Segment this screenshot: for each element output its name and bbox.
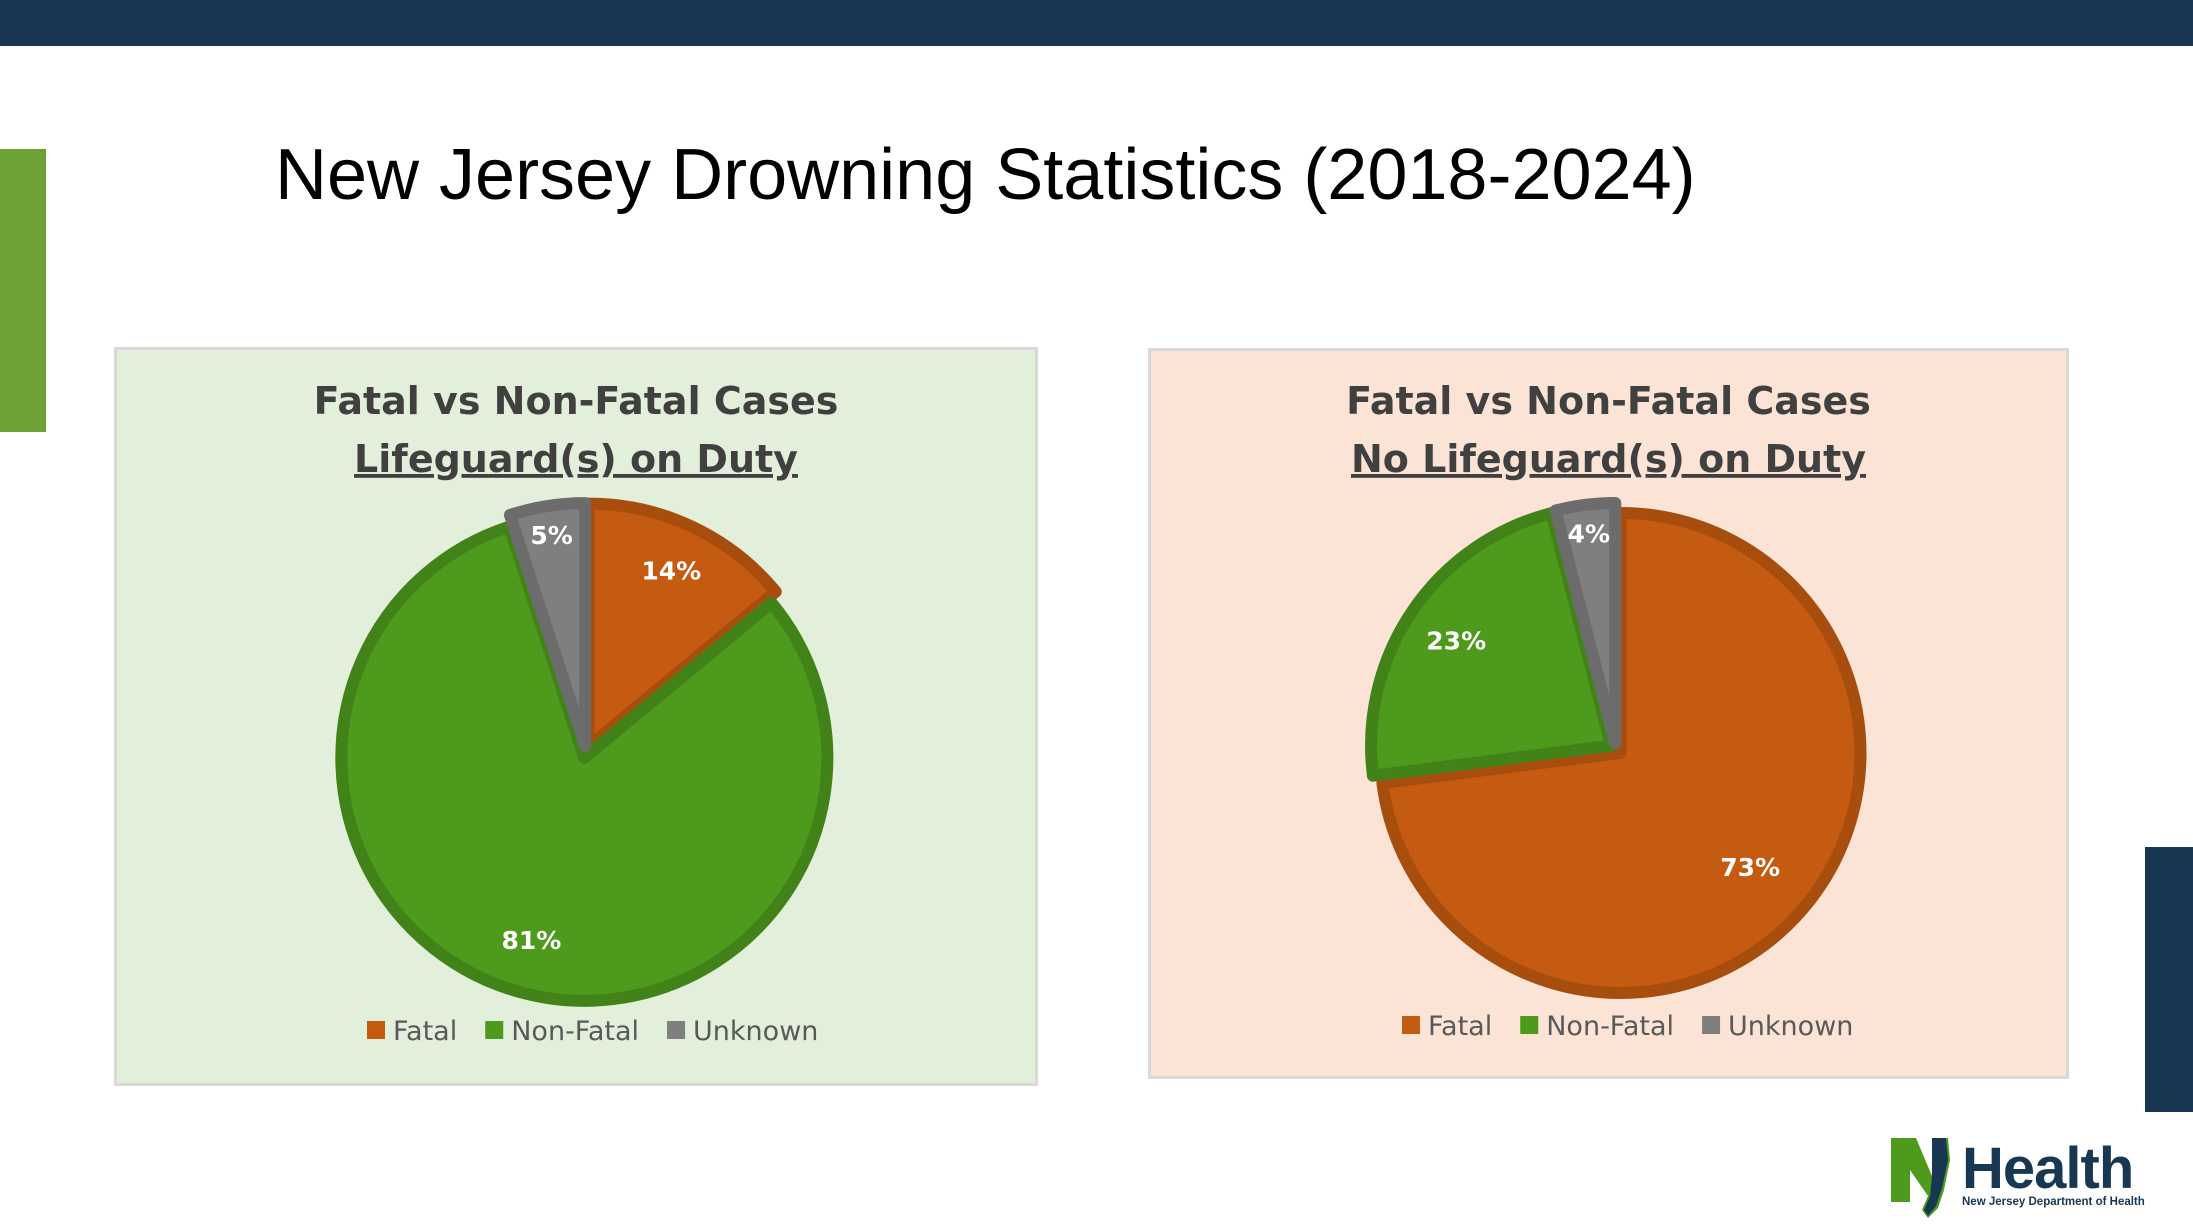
legend-swatch-unknown <box>1702 1016 1721 1034</box>
data-label-fatal: 14% <box>641 557 701 586</box>
chart-subtitle: No Lifeguard(s) on Duty <box>1351 437 1866 481</box>
svg-text:Health: Health <box>1962 1136 2133 1201</box>
svg-text:New Jersey Department of Healt: New Jersey Department of Health <box>1962 1196 2145 1208</box>
right-accent-bar <box>2145 847 2193 1112</box>
slide-title: New Jersey Drowning Statistics (2018-202… <box>275 135 1696 215</box>
pie-slices <box>335 497 834 1007</box>
data-label-unknown: 5% <box>530 521 572 550</box>
legend-swatch-fatal <box>367 1021 385 1039</box>
pie-slice-unknown <box>503 497 592 753</box>
data-label-non-fatal: 23% <box>1426 626 1486 655</box>
legend-label-fatal: Fatal <box>393 1016 457 1047</box>
chart-panel-no-lifeguard: Fatal vs Non-Fatal Cases No Lifeguard(s) … <box>1148 348 2069 1079</box>
data-label-unknown: 4% <box>1568 520 1610 549</box>
pie-chart-lifeguard: Fatal vs Non-Fatal Cases Lifeguard(s) on … <box>314 379 839 1047</box>
legend-label-non-fatal: Non-Fatal <box>1546 1011 1674 1042</box>
top-banner-bar <box>0 0 2193 46</box>
left-accent-bar <box>0 149 46 432</box>
legend-label-unknown: Unknown <box>1728 1011 1853 1042</box>
legend-swatch-non-fatal <box>485 1021 504 1039</box>
data-label-non-fatal: 81% <box>502 926 562 955</box>
pie-slices <box>1365 497 1867 999</box>
pie-slice-non-fatal <box>1365 507 1618 782</box>
chart-title: Fatal vs Non-Fatal Cases <box>314 379 839 423</box>
data-label-fatal: 73% <box>1720 853 1780 882</box>
pie-data-labels: 73% 23% 4% <box>1426 520 1780 883</box>
legend-swatch-non-fatal <box>1520 1016 1539 1034</box>
pie-data-labels: 14% 81% 5% <box>502 521 702 955</box>
legend-label-fatal: Fatal <box>1428 1011 1492 1042</box>
pie-slice-non-fatal <box>335 520 834 1007</box>
pie-slice-unknown <box>1549 497 1622 750</box>
chart-panel-lifeguard: Fatal vs Non-Fatal Cases Lifeguard(s) on … <box>114 347 1038 1086</box>
pie-chart-no-lifeguard: Fatal vs Non-Fatal Cases No Lifeguard(s) … <box>1346 379 1871 1042</box>
legend-swatch-unknown <box>667 1021 686 1039</box>
legend-swatch-fatal <box>1402 1016 1420 1034</box>
nj-health-logo: Health New Jersey Department of Health <box>1891 1136 2145 1218</box>
pie-slice-fatal <box>582 497 782 753</box>
chart-legend: Fatal Non-Fatal Unknown <box>367 1016 818 1047</box>
pie-slice-fatal <box>1376 506 1867 999</box>
chart-legend: Fatal Non-Fatal Unknown <box>1402 1011 1853 1042</box>
chart-subtitle: Lifeguard(s) on Duty <box>354 437 798 481</box>
legend-label-non-fatal: Non-Fatal <box>511 1016 639 1047</box>
chart-title: Fatal vs Non-Fatal Cases <box>1346 379 1871 423</box>
legend-label-unknown: Unknown <box>693 1016 818 1047</box>
